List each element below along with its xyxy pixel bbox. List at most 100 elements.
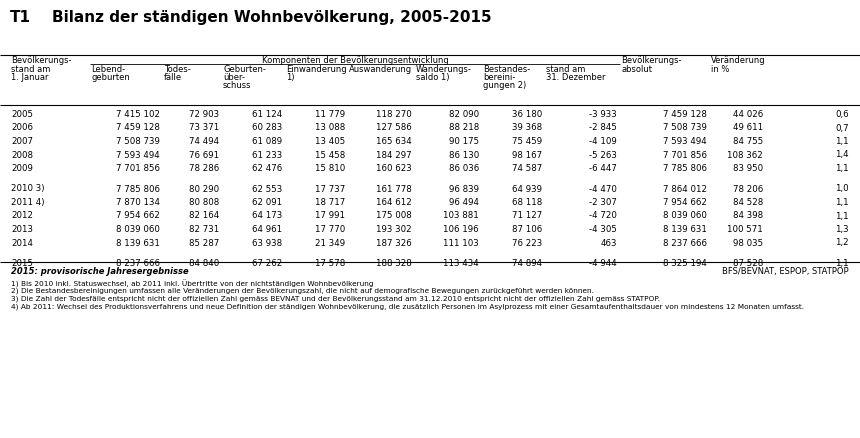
Text: 118 270: 118 270 <box>377 110 412 119</box>
Text: 86 130: 86 130 <box>449 151 479 159</box>
Text: 127 586: 127 586 <box>377 124 412 133</box>
Text: 1,3: 1,3 <box>835 225 849 234</box>
Text: 2015: provisorische Jahresergebnisse: 2015: provisorische Jahresergebnisse <box>11 267 188 276</box>
Text: Einwanderung: Einwanderung <box>286 65 347 74</box>
Text: 85 287: 85 287 <box>188 239 219 247</box>
Text: 36 180: 36 180 <box>512 110 542 119</box>
Text: 187 326: 187 326 <box>377 239 412 247</box>
Text: 31. Dezember: 31. Dezember <box>546 73 605 82</box>
Text: 39 368: 39 368 <box>512 124 542 133</box>
Text: geburten: geburten <box>91 73 130 82</box>
Text: 7 508 739: 7 508 739 <box>116 137 160 146</box>
Text: 83 950: 83 950 <box>733 164 763 173</box>
Text: 84 398: 84 398 <box>733 212 763 220</box>
Text: Auswanderung: Auswanderung <box>349 65 412 74</box>
Text: 74 494: 74 494 <box>189 137 219 146</box>
Text: Wanderungs-: Wanderungs- <box>416 65 472 74</box>
Text: 8 139 631: 8 139 631 <box>116 239 160 247</box>
Text: 13 405: 13 405 <box>315 137 345 146</box>
Text: 1) Bis 2010 inkl. Statuswechsel, ab 2011 inkl. Übertritte von der nichtständigen: 1) Bis 2010 inkl. Statuswechsel, ab 2011… <box>11 280 373 288</box>
Text: 15 458: 15 458 <box>315 151 345 159</box>
Text: 60 283: 60 283 <box>252 124 282 133</box>
Text: 84 755: 84 755 <box>733 137 763 146</box>
Text: 49 611: 49 611 <box>733 124 763 133</box>
Text: 64 961: 64 961 <box>252 225 282 234</box>
Text: 78 206: 78 206 <box>733 184 763 194</box>
Text: 7 459 128: 7 459 128 <box>663 110 707 119</box>
Text: 72 903: 72 903 <box>189 110 219 119</box>
Text: -2 307: -2 307 <box>589 198 617 207</box>
Text: 113 434: 113 434 <box>443 259 479 268</box>
Text: fälle: fälle <box>164 73 182 82</box>
Text: -4 720: -4 720 <box>589 212 617 220</box>
Text: 17 770: 17 770 <box>315 225 345 234</box>
Text: Bilanz der ständigen Wohnbevölkerung, 2005-2015: Bilanz der ständigen Wohnbevölkerung, 20… <box>52 10 492 25</box>
Text: 2012: 2012 <box>11 212 33 220</box>
Text: -4 944: -4 944 <box>589 259 617 268</box>
Text: 108 362: 108 362 <box>728 151 763 159</box>
Text: 78 286: 78 286 <box>188 164 219 173</box>
Text: 7 459 128: 7 459 128 <box>116 124 160 133</box>
Text: T1: T1 <box>10 10 31 25</box>
Text: 21 349: 21 349 <box>315 239 345 247</box>
Text: saldo 1): saldo 1) <box>416 73 450 82</box>
Text: 74 587: 74 587 <box>512 164 542 173</box>
Text: 82 164: 82 164 <box>188 212 219 220</box>
Text: 67 262: 67 262 <box>252 259 282 268</box>
Text: 7 593 494: 7 593 494 <box>663 137 707 146</box>
Text: 74 894: 74 894 <box>512 259 542 268</box>
Text: 1. Januar: 1. Januar <box>11 73 48 82</box>
Text: absolut: absolut <box>621 65 652 74</box>
Text: -2 845: -2 845 <box>589 124 617 133</box>
Text: schuss: schuss <box>223 81 251 90</box>
Text: Bevölkerungs-: Bevölkerungs- <box>11 56 71 65</box>
Text: Todes-: Todes- <box>164 65 191 74</box>
Text: 76 691: 76 691 <box>189 151 219 159</box>
Text: -4 109: -4 109 <box>589 137 617 146</box>
Text: -3 933: -3 933 <box>589 110 617 119</box>
Text: 7 415 102: 7 415 102 <box>116 110 160 119</box>
Text: Komponenten der Bevölkerungsentwicklung: Komponenten der Bevölkerungsentwicklung <box>261 56 448 65</box>
Text: 111 103: 111 103 <box>443 239 479 247</box>
Text: 103 881: 103 881 <box>443 212 479 220</box>
Text: 1,1: 1,1 <box>835 212 849 220</box>
Text: 2011 4): 2011 4) <box>11 198 45 207</box>
Text: 1,1: 1,1 <box>835 137 849 146</box>
Text: 64 173: 64 173 <box>252 212 282 220</box>
Text: 11 779: 11 779 <box>315 110 345 119</box>
Text: 100 571: 100 571 <box>728 225 763 234</box>
Text: 87 106: 87 106 <box>512 225 542 234</box>
Text: 84 528: 84 528 <box>733 198 763 207</box>
Text: 2005: 2005 <box>11 110 33 119</box>
Text: 4) Ab 2011: Wechsel des Produktionsverfahrens und neue Definition der ständigen : 4) Ab 2011: Wechsel des Produktionsverfa… <box>11 304 804 311</box>
Text: -6 447: -6 447 <box>589 164 617 173</box>
Text: 0,6: 0,6 <box>835 110 849 119</box>
Text: 184 297: 184 297 <box>377 151 412 159</box>
Text: 86 036: 86 036 <box>449 164 479 173</box>
Text: 8 237 666: 8 237 666 <box>116 259 160 268</box>
Text: 7 954 662: 7 954 662 <box>663 198 707 207</box>
Text: 463: 463 <box>600 239 617 247</box>
Text: 75 459: 75 459 <box>512 137 542 146</box>
Text: 175 008: 175 008 <box>377 212 412 220</box>
Text: 76 223: 76 223 <box>512 239 542 247</box>
Text: 96 494: 96 494 <box>449 198 479 207</box>
Text: 2010 3): 2010 3) <box>11 184 45 194</box>
Text: 7 954 662: 7 954 662 <box>116 212 160 220</box>
Text: 8 325 194: 8 325 194 <box>663 259 707 268</box>
Text: BFS/BEVNAT, ESPOP, STATPOP: BFS/BEVNAT, ESPOP, STATPOP <box>722 267 849 276</box>
Text: Bevölkerungs-: Bevölkerungs- <box>621 56 681 65</box>
Text: 17 991: 17 991 <box>315 212 345 220</box>
Text: 7 701 856: 7 701 856 <box>116 164 160 173</box>
Text: 2015: 2015 <box>11 259 33 268</box>
Text: bereini-: bereini- <box>483 73 515 82</box>
Text: 88 218: 88 218 <box>449 124 479 133</box>
Text: 61 089: 61 089 <box>252 137 282 146</box>
Text: 1): 1) <box>286 73 294 82</box>
Text: 98 167: 98 167 <box>512 151 542 159</box>
Text: stand am: stand am <box>11 65 51 74</box>
Text: 0,7: 0,7 <box>835 124 849 133</box>
Text: 193 302: 193 302 <box>377 225 412 234</box>
Text: 7 593 494: 7 593 494 <box>116 151 160 159</box>
Text: über-: über- <box>223 73 245 82</box>
